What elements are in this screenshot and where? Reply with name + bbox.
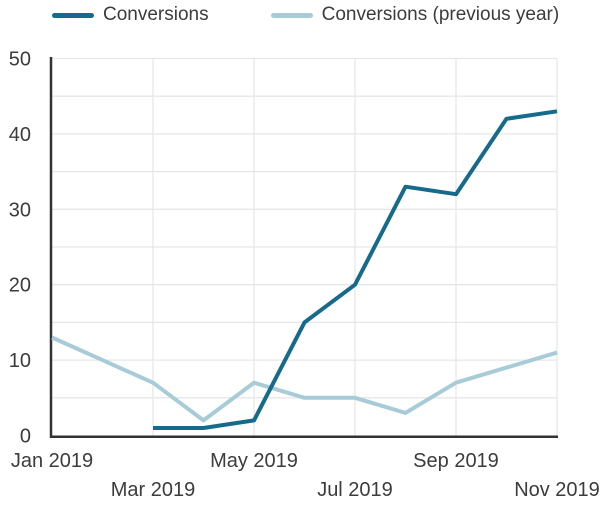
x-tick-label: Jul 2019: [317, 479, 393, 501]
series-line-conversions-previous-year[interactable]: [51, 335, 558, 423]
previous-year-line-swatch: [270, 12, 313, 18]
x-tick-label: Nov 2019: [514, 479, 600, 501]
y-tick-label: 50: [9, 49, 31, 71]
legend-item-conversions[interactable]: Conversions: [52, 4, 209, 26]
y-tick-label: 20: [9, 275, 31, 297]
y-tick-label: 40: [9, 124, 31, 146]
conversions-line-swatch: [52, 12, 94, 18]
legend-label-conversions: Conversions: [103, 4, 209, 25]
y-tick-label: 0: [20, 426, 31, 448]
legend-item-conversions-previous-year[interactable]: Conversions (previous year): [270, 4, 560, 26]
x-tick-label: Sep 2019: [413, 450, 499, 472]
y-tick-label: 10: [9, 350, 31, 372]
y-tick-label: 30: [9, 199, 31, 221]
x-tick-label: Jan 2019: [11, 450, 93, 472]
chart-legend: Conversions Conversions (previous year): [52, 4, 559, 26]
series-line-conversions[interactable]: [153, 109, 558, 430]
x-tick-label: Mar 2019: [111, 479, 196, 501]
legend-label-conversions-previous-year: Conversions (previous year): [321, 4, 560, 25]
x-tick-label: May 2019: [210, 450, 298, 472]
